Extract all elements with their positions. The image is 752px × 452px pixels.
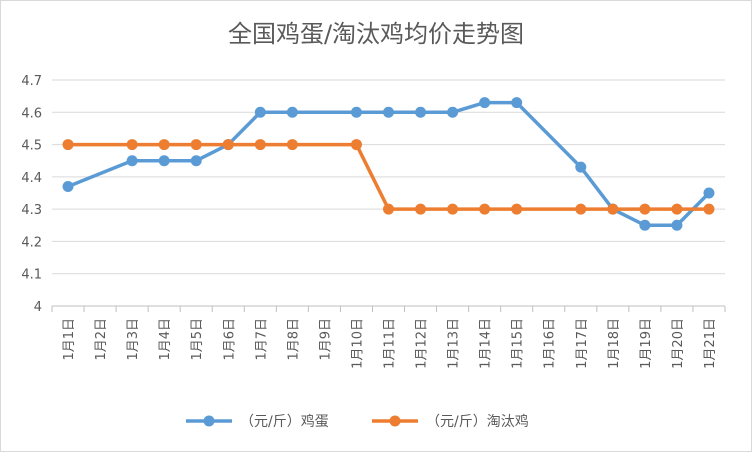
y-tick-label: 4.1	[21, 268, 42, 283]
data-point	[447, 106, 459, 118]
x-tick-label: 1月14日	[479, 318, 494, 369]
y-tick-label: 4.5	[21, 139, 42, 154]
data-point	[511, 97, 523, 109]
data-point	[126, 155, 138, 167]
data-point	[703, 203, 715, 215]
data-point	[383, 106, 394, 118]
data-point	[479, 97, 491, 109]
x-tick-label: 1月2日	[94, 318, 109, 361]
data-point	[639, 219, 651, 231]
data-point	[158, 139, 170, 151]
data-point	[158, 155, 170, 167]
data-point	[286, 139, 298, 151]
data-point	[575, 161, 587, 173]
legend-label-0: （元/斤）鸡蛋	[240, 413, 329, 430]
chart-title: 全国鸡蛋/淘汰鸡均价走势图	[227, 20, 525, 48]
data-point	[350, 139, 362, 151]
data-point	[703, 187, 715, 199]
x-tick-label: 1月20日	[671, 318, 686, 369]
x-tick-label: 1月11日	[383, 318, 398, 369]
y-tick-label: 4.6	[21, 106, 42, 121]
data-point	[607, 203, 619, 215]
data-point	[254, 106, 266, 118]
data-point	[254, 139, 266, 151]
data-point	[415, 106, 427, 118]
data-point	[479, 203, 491, 215]
x-tick-label: 1月13日	[447, 318, 462, 369]
data-point	[415, 203, 427, 215]
data-point	[190, 155, 202, 167]
data-point	[190, 139, 202, 151]
data-point	[671, 219, 683, 231]
data-point	[511, 203, 523, 215]
x-tick-label: 1月21日	[703, 318, 718, 369]
legend-label-1: （元/斤）淘汰鸡	[426, 413, 529, 430]
y-tick-label: 4	[34, 300, 42, 315]
data-point	[447, 203, 459, 215]
y-tick-label: 4.2	[21, 235, 42, 250]
data-point	[222, 139, 234, 151]
x-tick-label: 1月3日	[126, 318, 141, 361]
x-tick-label: 1月12日	[415, 318, 430, 369]
data-point	[286, 106, 298, 118]
data-point	[62, 139, 74, 151]
x-tick-label: 1月9日	[318, 318, 333, 361]
x-tick-label: 1月19日	[639, 318, 654, 369]
y-tick-label: 4.4	[21, 171, 42, 186]
data-point	[671, 203, 683, 215]
x-tick-label: 1月7日	[254, 318, 269, 361]
x-tick-label: 1月16日	[543, 318, 558, 369]
y-tick-label: 4.7	[21, 74, 42, 89]
data-point	[62, 181, 74, 193]
x-tick-label: 1月17日	[575, 318, 590, 369]
data-point	[126, 139, 138, 151]
x-tick-label: 1月8日	[286, 318, 301, 361]
legend-marker-0	[203, 415, 215, 427]
data-point	[383, 203, 394, 215]
y-tick-label: 4.3	[21, 203, 42, 218]
data-point	[639, 203, 651, 215]
data-point	[350, 106, 362, 118]
x-tick-label: 1月1日	[62, 318, 77, 361]
x-tick-label: 1月15日	[511, 318, 526, 369]
data-point	[575, 203, 587, 215]
x-tick-label: 1月18日	[607, 318, 622, 369]
x-tick-label: 1月6日	[222, 318, 237, 361]
legend-marker-1	[389, 415, 401, 427]
x-tick-label: 1月4日	[158, 318, 173, 361]
x-tick-label: 1月5日	[190, 318, 205, 361]
x-tick-label: 1月10日	[350, 318, 365, 369]
